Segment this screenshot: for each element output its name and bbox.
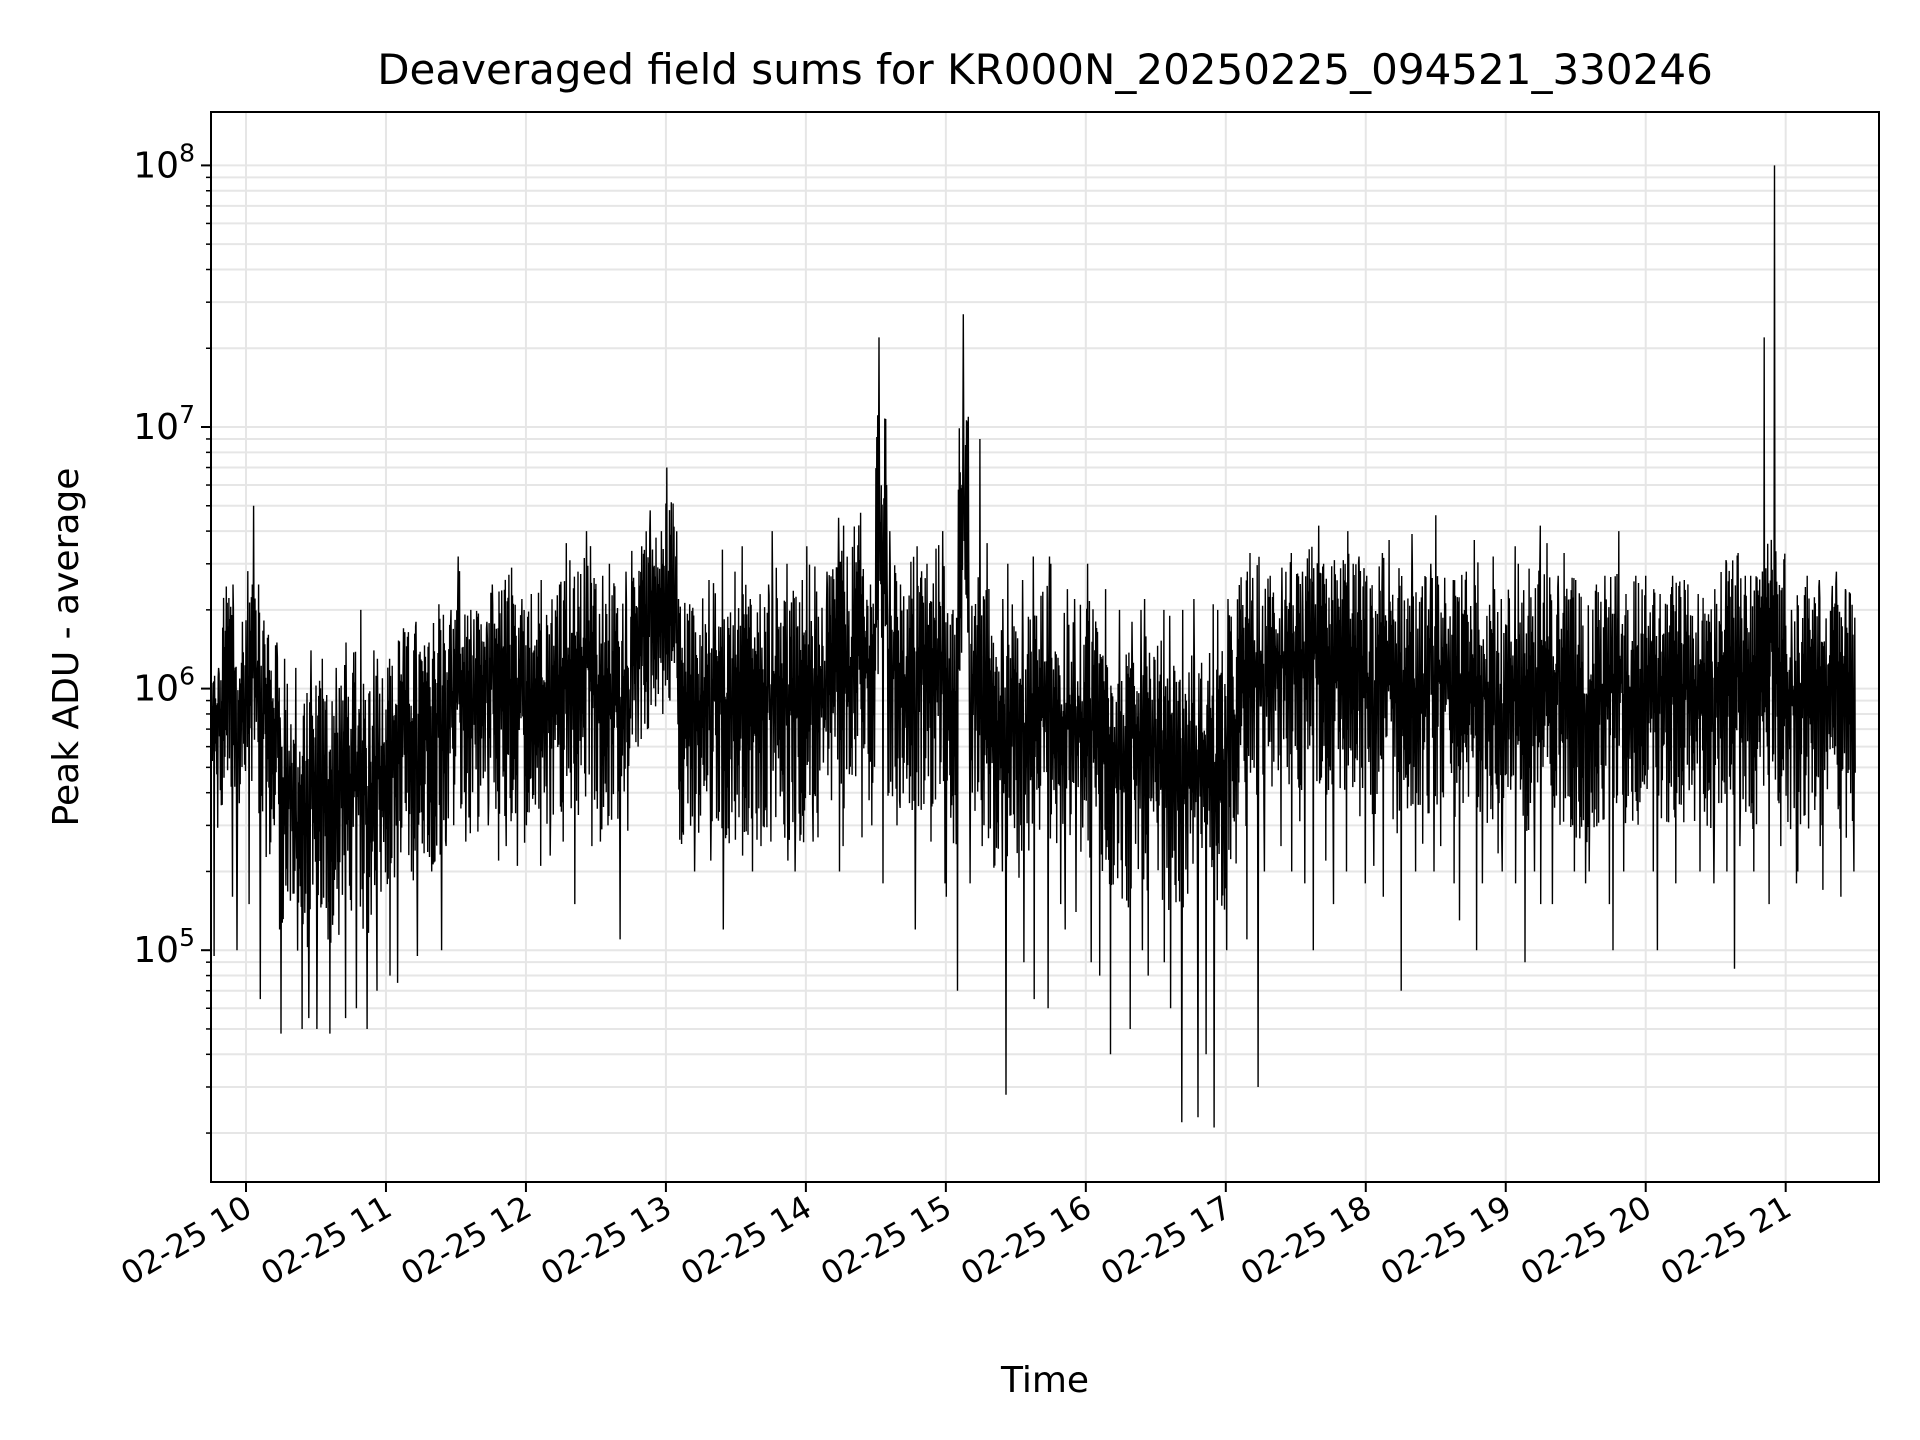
plot-frame xyxy=(210,111,1880,1183)
y-axis-label: Peak ADU - average xyxy=(46,468,87,827)
series-line xyxy=(210,165,1856,1128)
series-group xyxy=(210,165,1856,1128)
y-tick-label: 106 xyxy=(133,662,195,710)
grid xyxy=(211,112,1879,1182)
chart-title: Deaveraged field sums for KR000N_2025022… xyxy=(377,45,1713,94)
x-axis-label: Time xyxy=(1000,1360,1089,1401)
